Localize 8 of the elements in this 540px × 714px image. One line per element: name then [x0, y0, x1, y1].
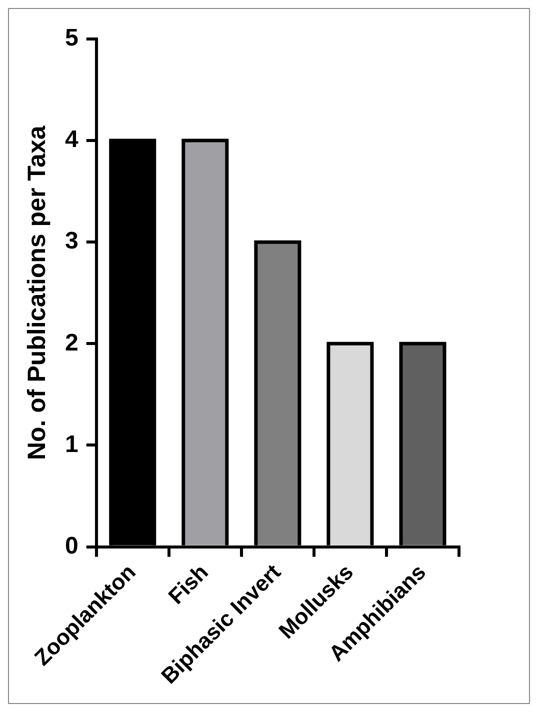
x-tick-label: Fish — [163, 559, 213, 609]
y-axis-title: No. of Publications per Taxa — [22, 124, 51, 460]
y-tick-label: 0 — [64, 532, 78, 560]
y-tick-label: 1 — [64, 430, 78, 458]
y-tick-label: 5 — [64, 24, 78, 52]
y-tick-label: 2 — [64, 329, 78, 356]
y-tick-label: 4 — [64, 126, 79, 154]
y-tick-label: 3 — [64, 228, 78, 255]
